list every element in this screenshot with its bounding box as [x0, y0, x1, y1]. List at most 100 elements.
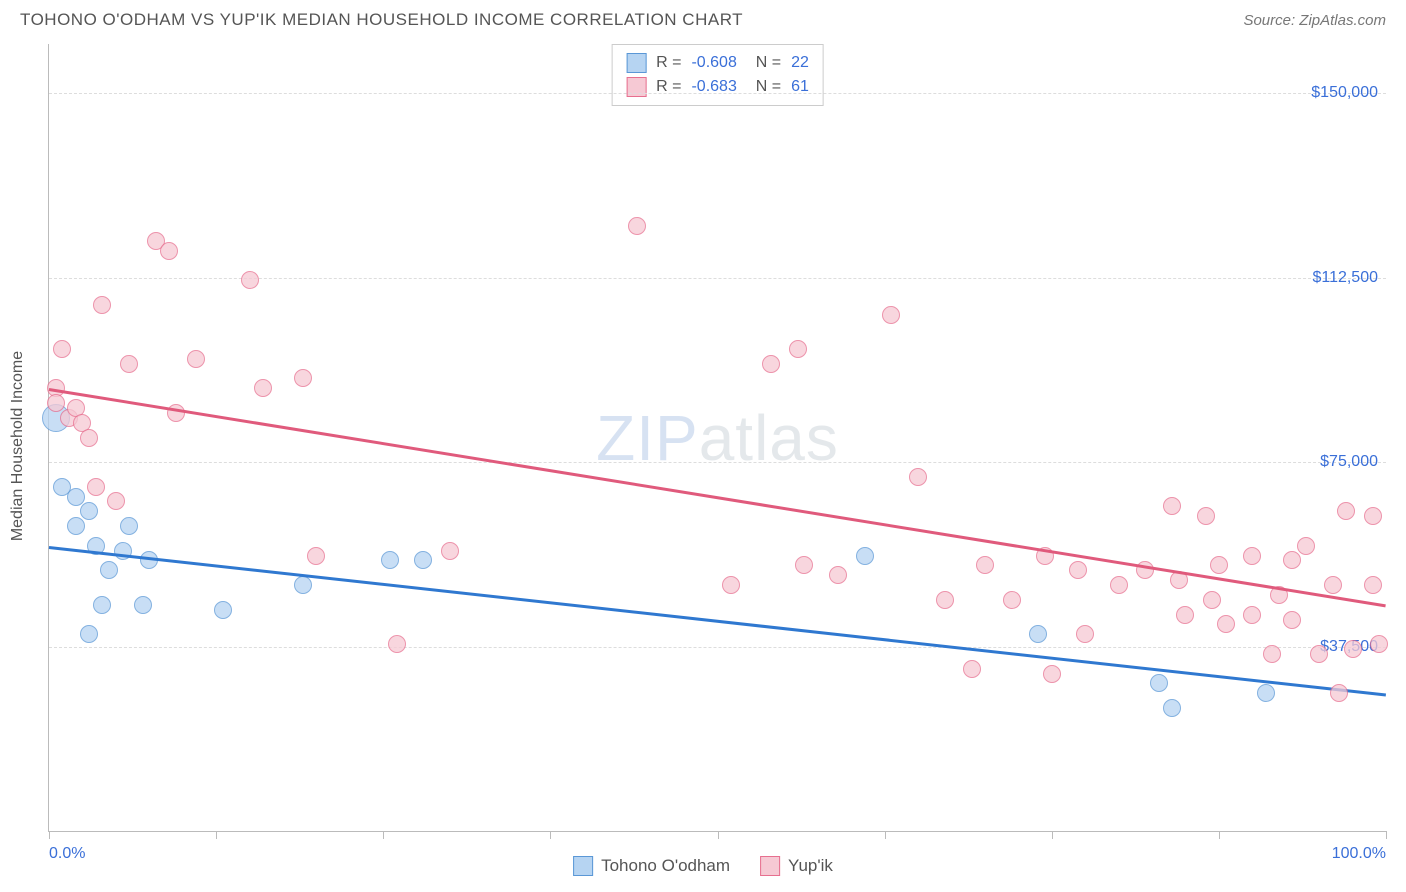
data-point [1176, 606, 1194, 624]
data-point [187, 350, 205, 368]
y-tick-label: $112,500 [1312, 269, 1378, 287]
data-point [1203, 591, 1221, 609]
data-point [1110, 576, 1128, 594]
data-point [1370, 635, 1388, 653]
stat-n-value: 22 [791, 54, 809, 72]
data-point [140, 551, 158, 569]
data-point [120, 355, 138, 373]
data-point [936, 591, 954, 609]
data-point [1337, 502, 1355, 520]
legend-swatch [573, 856, 593, 876]
data-point [628, 217, 646, 235]
data-point [1330, 684, 1348, 702]
data-point [1029, 625, 1047, 643]
legend-swatch [626, 53, 646, 73]
data-point [53, 340, 71, 358]
y-axis-label: Median Household Income [9, 351, 27, 541]
data-point [254, 379, 272, 397]
data-point [160, 242, 178, 260]
data-point [1283, 611, 1301, 629]
data-point [829, 566, 847, 584]
x-tick [1219, 831, 1220, 839]
data-point [1163, 699, 1181, 717]
chart-header: TOHONO O'ODHAM VS YUP'IK MEDIAN HOUSEHOL… [0, 0, 1406, 36]
data-point [1297, 537, 1315, 555]
data-point [1003, 591, 1021, 609]
data-point [1364, 576, 1382, 594]
chart-source: Source: ZipAtlas.com [1243, 12, 1386, 29]
data-point [107, 492, 125, 510]
x-tick [49, 831, 50, 839]
data-point [80, 429, 98, 447]
stat-r-label: R = [656, 54, 681, 72]
legend-swatch [760, 856, 780, 876]
data-point [722, 576, 740, 594]
data-point [1197, 507, 1215, 525]
stats-legend: R = -0.608 N = 22R = -0.683 N = 61 [611, 44, 824, 106]
data-point [856, 547, 874, 565]
data-point [789, 340, 807, 358]
x-tick-label: 100.0% [1332, 845, 1386, 863]
data-point [100, 561, 118, 579]
data-point [909, 468, 927, 486]
data-point [963, 660, 981, 678]
legend-item: Tohono O'odham [573, 856, 730, 876]
chart-title: TOHONO O'ODHAM VS YUP'IK MEDIAN HOUSEHOL… [20, 10, 743, 30]
data-point [1344, 640, 1362, 658]
watermark: ZIPatlas [596, 401, 839, 475]
data-point [67, 517, 85, 535]
y-tick-label: $150,000 [1311, 84, 1378, 102]
data-point [1210, 556, 1228, 574]
x-tick [1052, 831, 1053, 839]
data-point [1263, 645, 1281, 663]
data-point [1257, 684, 1275, 702]
data-point [294, 576, 312, 594]
data-point [1076, 625, 1094, 643]
data-point [1324, 576, 1342, 594]
data-point [1310, 645, 1328, 663]
data-point [214, 601, 232, 619]
data-point [1069, 561, 1087, 579]
legend-label: Yup'ik [788, 856, 833, 876]
data-point [80, 502, 98, 520]
data-point [1364, 507, 1382, 525]
data-point [307, 547, 325, 565]
x-tick [550, 831, 551, 839]
data-point [67, 488, 85, 506]
data-point [381, 551, 399, 569]
series-legend: Tohono O'odham Yup'ik [573, 856, 833, 876]
data-point [93, 296, 111, 314]
gridline [49, 462, 1386, 463]
data-point [134, 596, 152, 614]
plot-area: ZIPatlas R = -0.608 N = 22R = -0.683 N =… [48, 44, 1386, 832]
data-point [795, 556, 813, 574]
y-tick-label: $75,000 [1320, 453, 1378, 471]
data-point [93, 596, 111, 614]
data-point [87, 478, 105, 496]
x-tick [885, 831, 886, 839]
stat-n-label: N = [747, 54, 781, 72]
legend-label: Tohono O'odham [601, 856, 730, 876]
data-point [388, 635, 406, 653]
data-point [1243, 547, 1261, 565]
data-point [47, 394, 65, 412]
data-point [1150, 674, 1168, 692]
stat-r-value: -0.608 [691, 54, 736, 72]
stats-legend-row: R = -0.608 N = 22 [626, 51, 809, 75]
data-point [1163, 497, 1181, 515]
x-tick [383, 831, 384, 839]
data-point [441, 542, 459, 560]
data-point [414, 551, 432, 569]
stats-legend-row: R = -0.683 N = 61 [626, 75, 809, 99]
gridline [49, 647, 1386, 648]
data-point [1243, 606, 1261, 624]
data-point [120, 517, 138, 535]
trend-line [49, 388, 1386, 607]
data-point [241, 271, 259, 289]
data-point [294, 369, 312, 387]
x-tick [1386, 831, 1387, 839]
x-tick [216, 831, 217, 839]
data-point [1217, 615, 1235, 633]
data-point [1283, 551, 1301, 569]
legend-item: Yup'ik [760, 856, 833, 876]
